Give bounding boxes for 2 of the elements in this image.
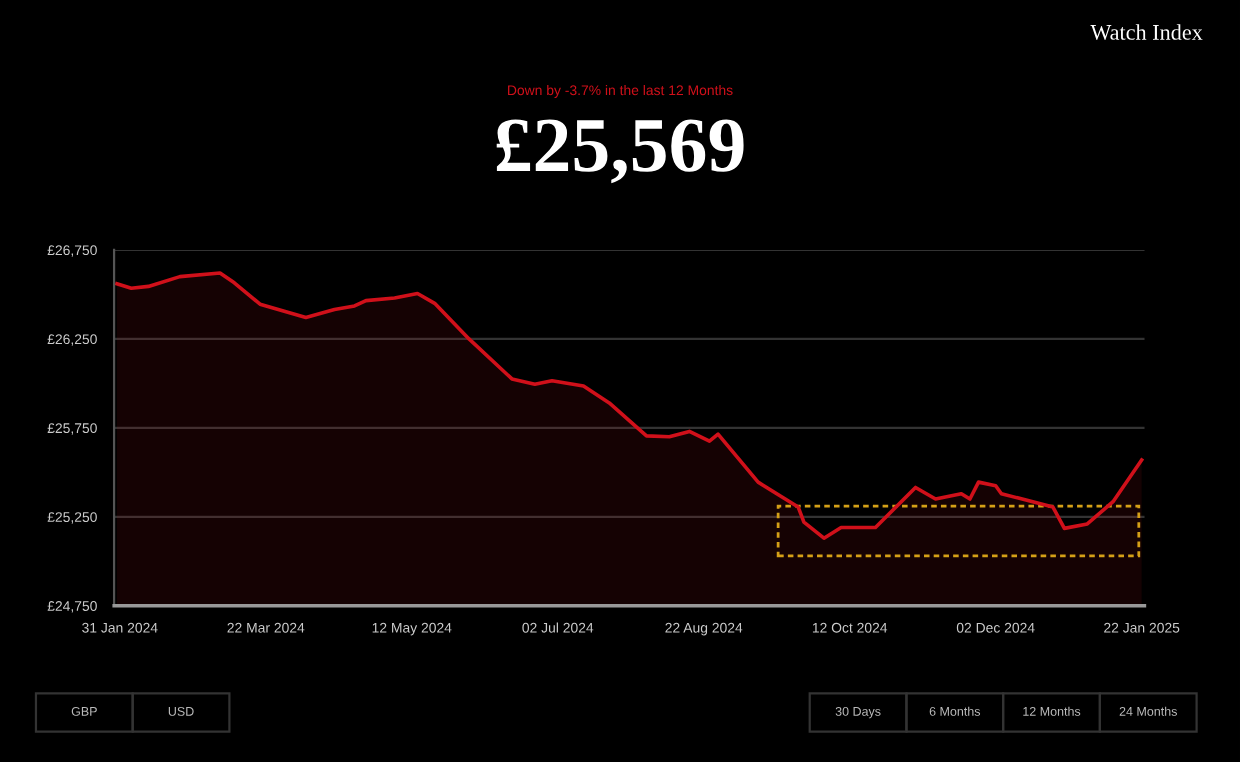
text: £25,569 [496,119,744,184]
chart-title: Watch Index [1090,24,1203,40]
